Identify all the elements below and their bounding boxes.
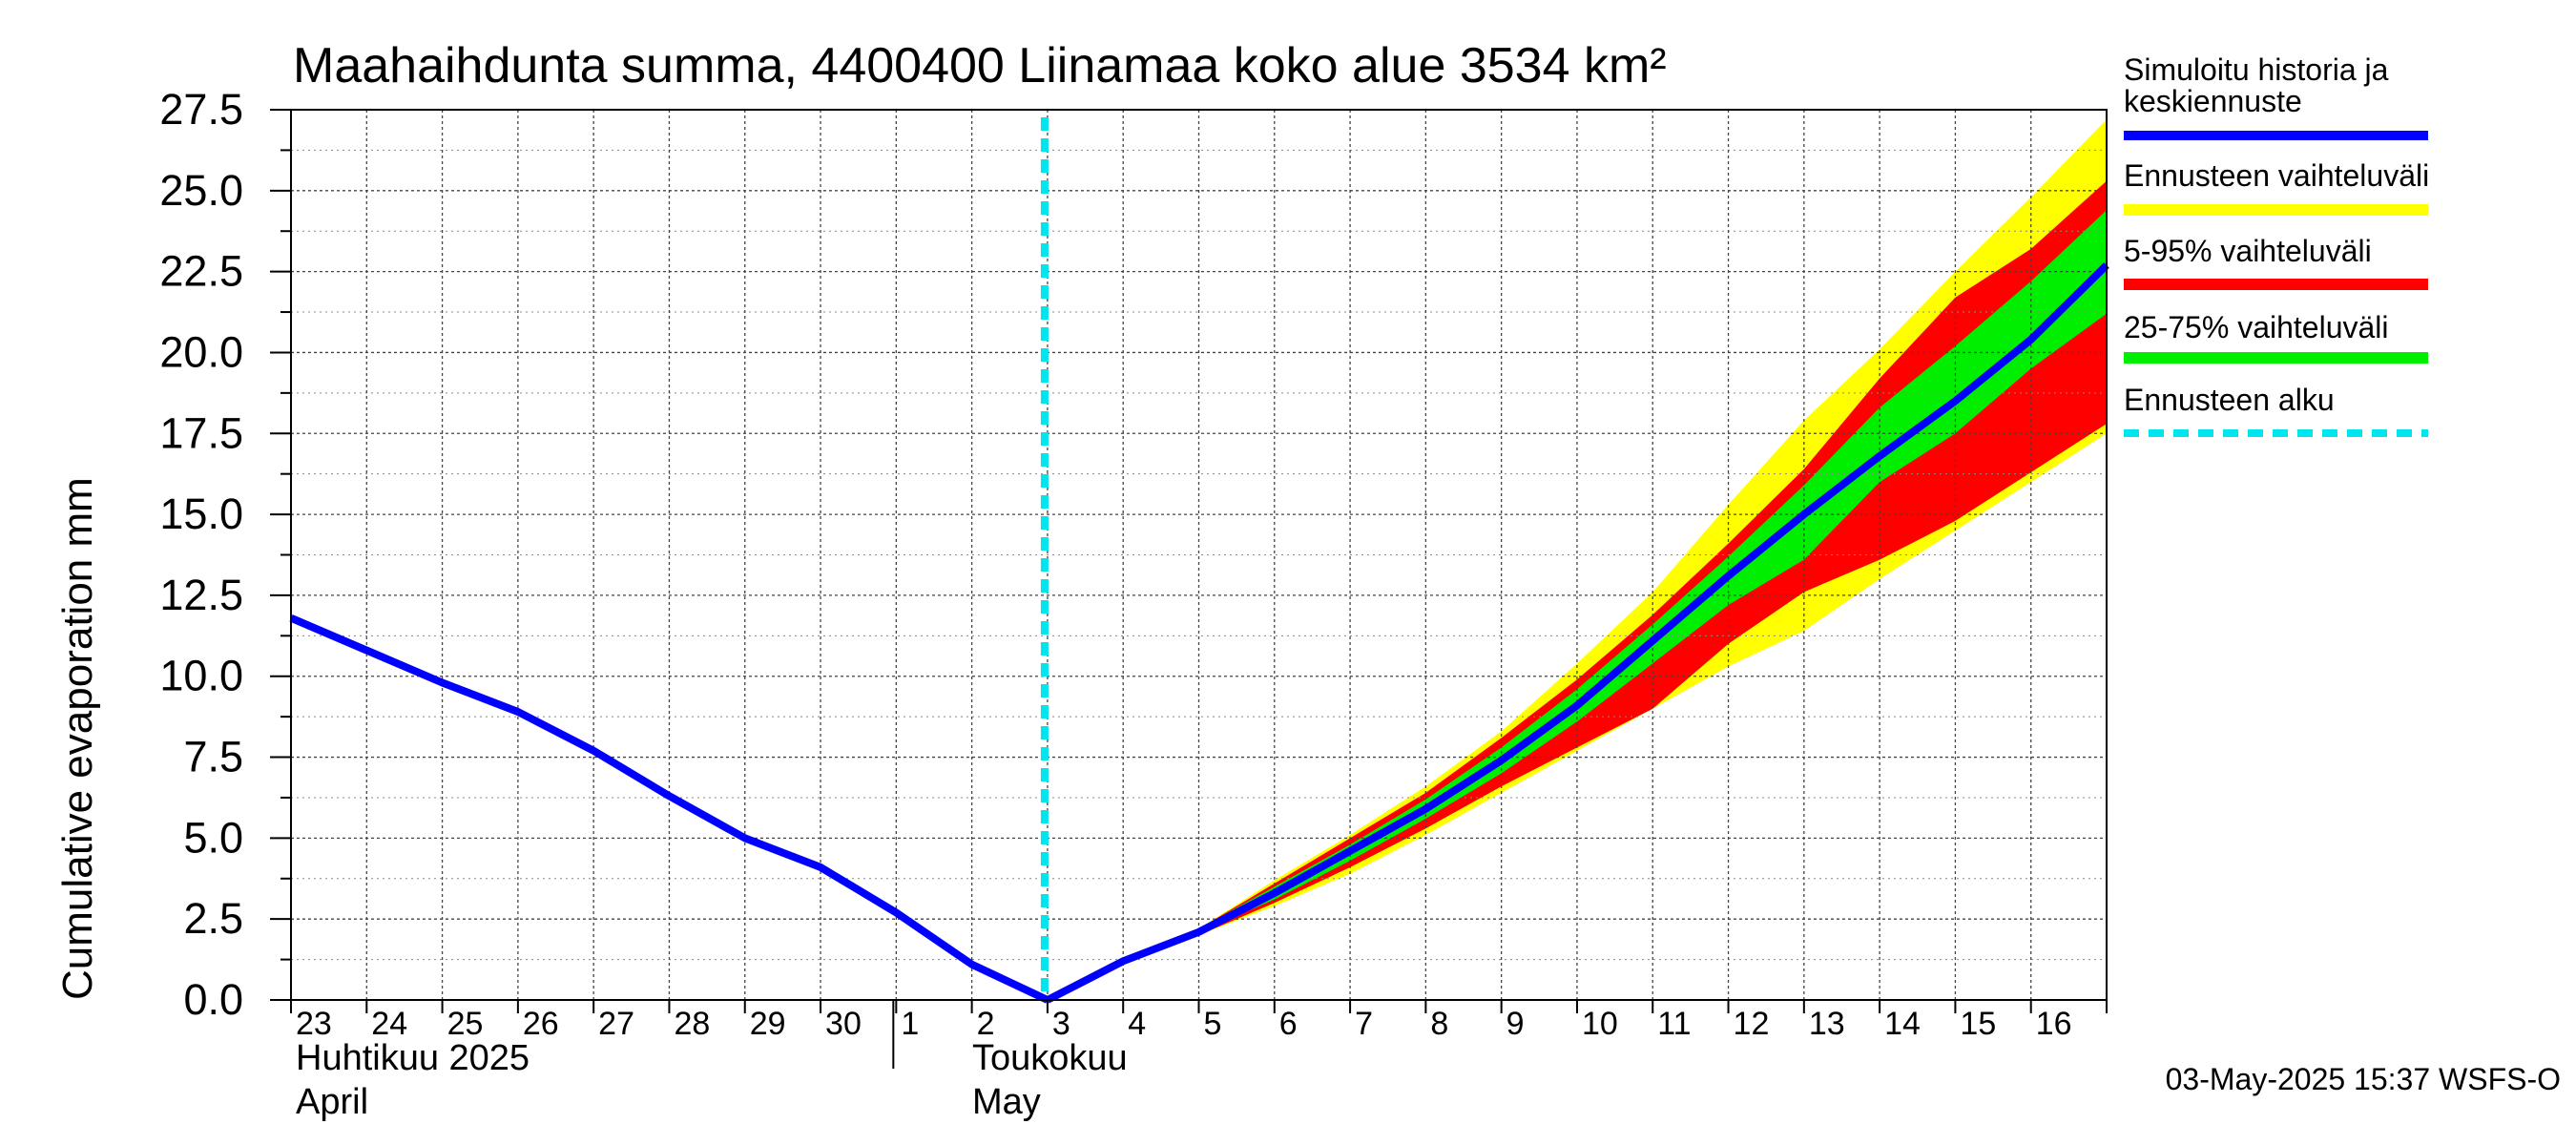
x-tick-label: 29 [750,1006,786,1042]
legend-label-history-line1: Simuloitu historia ja [2124,52,2389,87]
y-tick-label: 25.0 [159,166,243,215]
y-tick-label: 20.0 [159,327,243,376]
x-tick-label: 26 [523,1006,559,1042]
y-tick-label: 0.0 [183,975,243,1024]
y-tick-label: 5.0 [183,813,243,862]
x-tick-label: 3 [1052,1006,1070,1042]
x-tick-label: 25 [447,1006,484,1042]
x-tick-label: 14 [1884,1006,1921,1042]
x-tick-label: 8 [1430,1006,1448,1042]
y-axis-label: Cumulative evaporation mm [54,477,101,1000]
x-tick-label: 9 [1506,1006,1525,1042]
x-tick-label: 23 [296,1006,332,1042]
x-tick-label: 12 [1734,1006,1770,1042]
y-tick-label: 12.5 [159,571,243,619]
x-axis: 23 24 25 26 27 28 29 30 1 2 3 4 5 6 7 8 9 10 11 12 13 14 15 16 [290,1000,2108,1069]
y-tick-label: 10.0 [159,652,243,700]
y-tick-label: 17.5 [159,408,243,457]
legend-label-history-line2: keskiennuste [2124,84,2302,118]
x-tick-label: 15 [1960,1006,1996,1042]
month-label-may-en: May [972,1082,1041,1122]
x-tick-label: 6 [1279,1006,1298,1042]
x-tick-label: 5 [1204,1006,1222,1042]
x-tick-label: 16 [2036,1006,2072,1042]
y-tick-label: 27.5 [159,85,243,134]
month-label-may-fi: Toukokuu [972,1038,1128,1078]
mean-forecast-line [1046,262,2109,1004]
x-tick-label: 7 [1355,1006,1373,1042]
legend: Simuloitu historia ja keskiennuste Ennus… [2124,52,2429,437]
chart-title: Maahaihdunta summa, 4400400 Liinamaa kok… [293,38,1667,94]
footer-timestamp: 03-May-2025 15:37 WSFS-O [2166,1062,2561,1096]
x-tick-label: 10 [1582,1006,1618,1042]
legend-label-forecast-start: Ennusteen alku [2124,383,2335,417]
month-label-april-fi: Huhtikuu 2025 [296,1038,530,1078]
y-tick-label: 22.5 [159,247,243,296]
x-tick-label: 24 [371,1006,407,1042]
band-layers [1198,119,2107,936]
legend-label-25-75: 25-75% vaihteluväli [2124,310,2389,344]
month-label-april-en: April [296,1082,368,1122]
x-tick-label: 13 [1809,1006,1845,1042]
history-line [289,614,1049,1004]
x-tick-label: 2 [977,1006,995,1042]
x-tick-label: 1 [901,1006,919,1042]
x-tick-label: 30 [825,1006,862,1042]
y-tick-label: 2.5 [183,894,243,943]
legend-label-forecast-range: Ennusteen vaihteluväli [2124,158,2429,193]
x-tick-label: 28 [674,1006,710,1042]
x-tick-label: 27 [598,1006,634,1042]
x-tick-label: 4 [1128,1006,1146,1042]
x-tick-label: 11 [1657,1006,1691,1042]
legend-label-5-95: 5-95% vaihteluväli [2124,234,2372,268]
y-tick-label: 7.5 [183,733,243,781]
y-axis: 0.0 2.5 5.0 7.5 10.0 12.5 15.0 17.5 20.0 22.5 25.0… [159,85,291,1024]
y-tick-label: 15.0 [159,489,243,538]
